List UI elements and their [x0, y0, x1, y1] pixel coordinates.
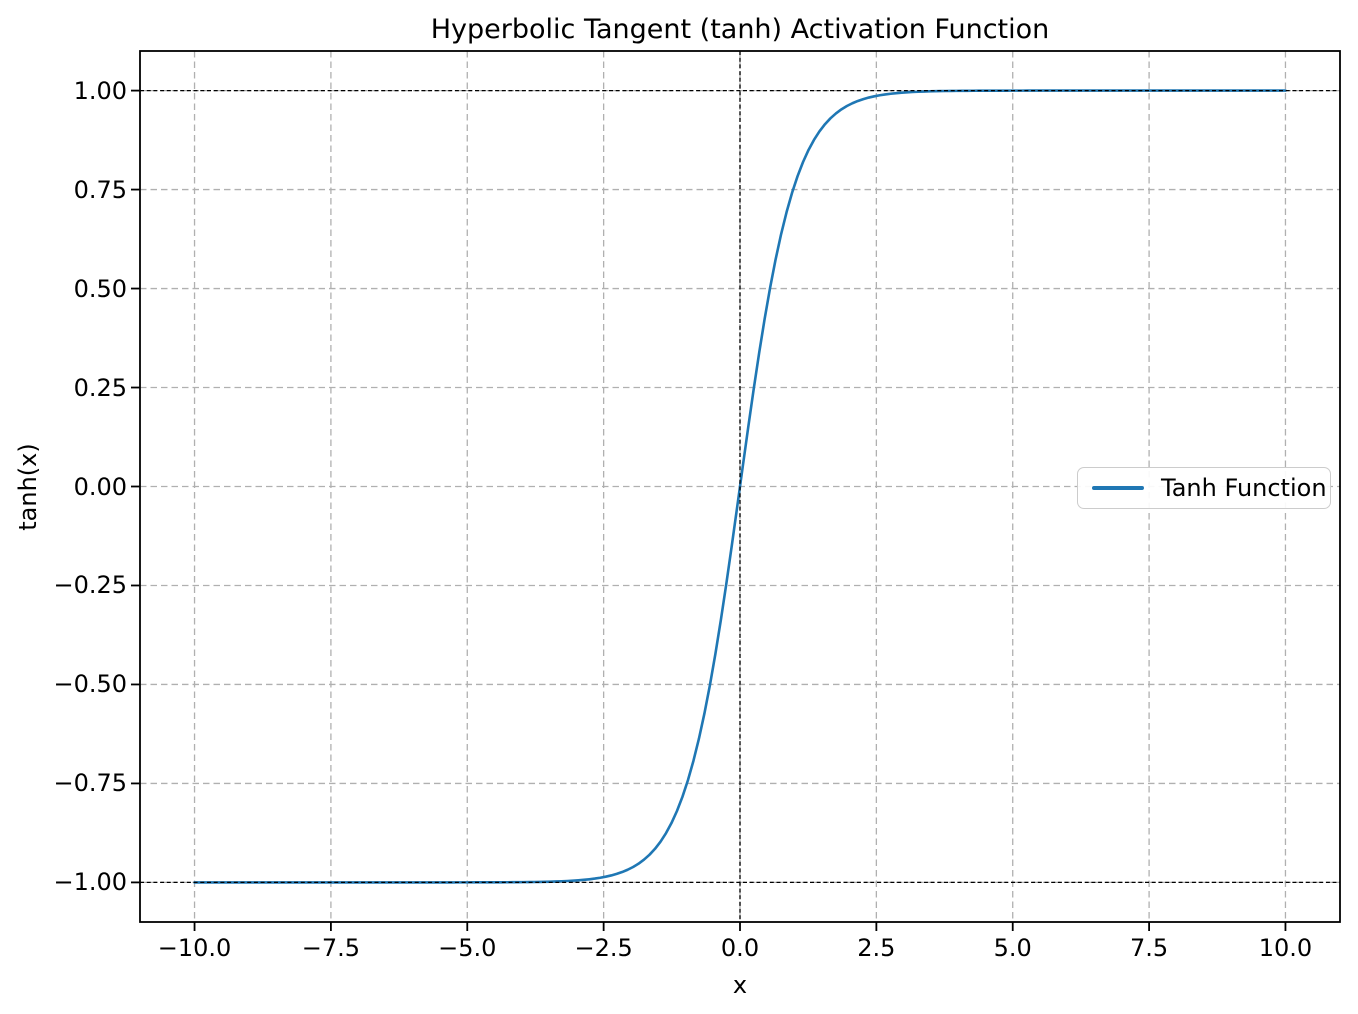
legend-label: Tanh Function: [1161, 474, 1327, 502]
legend-line-swatch: [1092, 486, 1144, 490]
x-axis-label: x: [732, 971, 748, 999]
x-tick-label: 2.5: [857, 934, 896, 962]
x-tick-label: −10.0: [157, 934, 232, 962]
x-tick-label: −2.5: [574, 934, 633, 962]
legend: Tanh Function: [1077, 467, 1331, 509]
y-tick-label: 0.75: [73, 175, 127, 204]
x-tick-label: 10.0: [1258, 934, 1313, 962]
y-tick-label: 0.50: [73, 274, 127, 303]
y-tick-label: −0.50: [53, 670, 127, 699]
x-tick-label: −7.5: [301, 934, 361, 962]
x-tick-label: 7.5: [1129, 934, 1169, 962]
y-tick-label: 0.00: [73, 472, 127, 501]
y-tick-label: 1.00: [73, 76, 127, 105]
y-tick-label: 0.25: [73, 373, 127, 402]
y-tick-label: −0.25: [53, 571, 127, 600]
y-tick-label: −0.75: [53, 769, 127, 798]
x-tick-label: 0.0: [720, 934, 760, 962]
x-tick-label: −5.0: [438, 934, 497, 962]
chart-title: Hyperbolic Tangent (tanh) Activation Fun…: [430, 14, 1050, 45]
y-tick-label: −1.00: [53, 868, 127, 897]
x-tick-label: 5.0: [993, 934, 1032, 962]
y-axis-label: tanh(x): [14, 443, 42, 531]
